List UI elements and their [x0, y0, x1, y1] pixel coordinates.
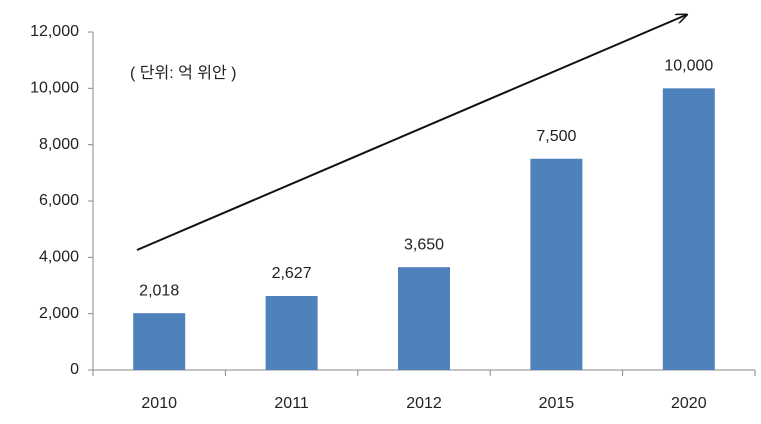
x-tick-label: 2012: [406, 395, 442, 412]
bar: [662, 88, 715, 370]
y-tick-label: 6,000: [39, 192, 79, 209]
y-tick-label: 10,000: [30, 80, 79, 97]
y-tick-label: 0: [70, 361, 79, 378]
x-tick-label: 2020: [671, 395, 707, 412]
x-tick-label: 2011: [274, 395, 309, 412]
x-tick-label: 2015: [539, 395, 575, 412]
value-label: 7,500: [536, 128, 576, 145]
x-tick-label: 2010: [141, 395, 177, 412]
y-tick-label: 4,000: [39, 249, 79, 266]
unit-annotation: ( 단위: 억 위안 ): [130, 64, 236, 82]
y-tick-label: 8,000: [39, 136, 79, 153]
trend-arrow: [136, 15, 686, 251]
y-tick-label: 12,000: [30, 23, 79, 40]
bar: [133, 313, 186, 370]
value-label: 2,018: [139, 282, 179, 299]
bar: [530, 158, 583, 370]
value-label: 3,650: [404, 236, 444, 253]
bar: [398, 267, 450, 370]
bar: [265, 296, 318, 370]
y-tick-label: 2,000: [39, 305, 79, 322]
value-label: 10,000: [664, 58, 713, 75]
value-label: 2,627: [272, 265, 312, 282]
